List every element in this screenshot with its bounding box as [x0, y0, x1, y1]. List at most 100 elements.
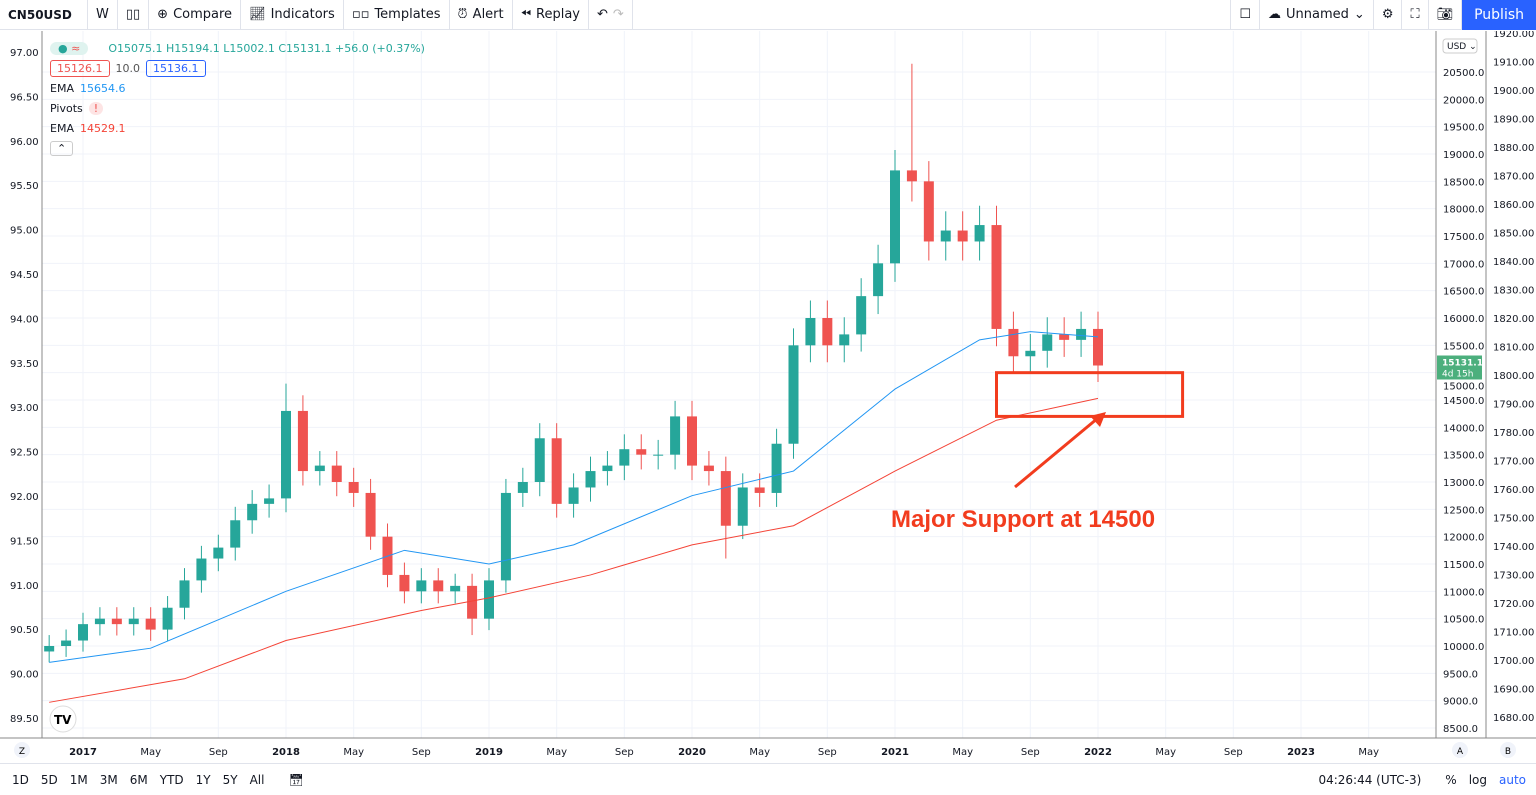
candle	[314, 465, 325, 472]
right-axis-tick: 1710.00	[1493, 628, 1534, 639]
replay-button[interactable]: ⏪︎ Replay	[513, 0, 590, 30]
candle	[771, 443, 782, 493]
buy-button[interactable]: 15136.1	[146, 59, 206, 77]
right-axis-tick: 1790.00	[1493, 400, 1534, 411]
tradingview-logo	[49, 705, 77, 733]
replay-icon: ⏪︎	[520, 7, 532, 22]
candle	[128, 618, 139, 625]
sell-button[interactable]: 15126.1	[50, 59, 110, 77]
x-tick-label: May	[749, 747, 770, 758]
publish-button[interactable]: Publish	[1462, 0, 1536, 30]
collapse-legend-button[interactable]: ⌃	[50, 140, 74, 156]
x-tick-label: Sep	[615, 747, 634, 758]
price-chart[interactable]: 2017 May Sep 2018 May Sep 2019 May Sep 2020 May Sep…	[0, 31, 1536, 763]
candle	[230, 520, 241, 548]
price-tick-label: 11500.0	[1443, 560, 1484, 571]
replay-label: Replay	[536, 7, 581, 22]
undo-icon[interactable]: ↶	[597, 7, 608, 22]
candle	[78, 624, 88, 641]
range-3m[interactable]: 3M	[99, 772, 118, 787]
axis-button	[1452, 742, 1468, 758]
log-toggle[interactable]: log	[1468, 772, 1487, 787]
axis-button-z[interactable]: Z	[19, 747, 25, 757]
left-axis-tick: 91.50	[10, 536, 39, 547]
ema-fast-label[interactable]: EMA	[50, 81, 74, 95]
range-1d[interactable]: 1D	[12, 772, 29, 787]
layout-button[interactable]: ☐	[1230, 0, 1261, 30]
support-annotation: Major Support at 14500	[891, 506, 1156, 533]
range-1m[interactable]: 1M	[69, 772, 88, 787]
price-tick-label: 11000.0	[1443, 587, 1484, 598]
candle	[991, 225, 1002, 329]
auto-toggle[interactable]: auto	[1498, 772, 1526, 787]
camera-icon: 📷︎	[1436, 7, 1454, 22]
ema-slow-value: 14529.1	[79, 121, 126, 135]
left-axis-tick: 91.00	[10, 581, 39, 592]
alert-button[interactable]: ⏰︎ Alert	[450, 0, 513, 30]
settings-button[interactable]: ⚙︎	[1374, 0, 1403, 30]
fullscreen-icon: ⛶	[1410, 7, 1420, 22]
ema-fast-value: 15654.6	[79, 81, 126, 95]
candle	[348, 482, 359, 493]
indicators-button[interactable]: 📈︎ Indicators	[241, 0, 344, 30]
top-toolbar: CN50USD W ▯▯ ⊕ Compare 📈︎ Indicators ▫▫ Tem…	[0, 0, 1536, 30]
compare-label: Compare	[173, 7, 233, 22]
chevron-down-icon: ⌄	[1353, 7, 1365, 22]
range-6m[interactable]: 6M	[129, 772, 148, 787]
candle	[365, 492, 376, 537]
axis-button	[1500, 742, 1516, 758]
right-axis-tick: 1870.00	[1493, 172, 1534, 183]
range-all[interactable]: All	[249, 772, 265, 787]
templates-button[interactable]: ▫▫ Templates	[344, 0, 450, 30]
range-1y[interactable]: 1Y	[195, 772, 211, 787]
range-5d[interactable]: 5D	[40, 772, 58, 787]
spread: 10.0	[115, 61, 141, 75]
pivots-label[interactable]: Pivots	[50, 101, 83, 115]
templates-label: Templates	[374, 7, 441, 22]
candle	[247, 503, 258, 521]
currency-label[interactable]: USD ⌄	[1447, 42, 1477, 52]
x-tick-label: Sep	[209, 747, 228, 758]
layout-name-button[interactable]: ☁︎ Unnamed ⌄	[1260, 0, 1374, 30]
price-tick-label: 20500.0	[1443, 68, 1484, 79]
left-axis-tick: 92.50	[10, 448, 39, 459]
right-axis-tick: 1780.00	[1493, 428, 1534, 439]
right-axis-tick: 1900.00	[1493, 86, 1534, 97]
snapshot-button[interactable]: 📷︎	[1429, 0, 1463, 30]
chart-legend: ● ≈ O15075.1 H15194.1 L15002.1 C15131.1 +…	[50, 38, 425, 158]
right-axis-tick: 1920.00	[1493, 31, 1534, 40]
candle	[940, 230, 951, 242]
range-5y[interactable]: 5Y	[222, 772, 238, 787]
fullscreen-button[interactable]: ⛶	[1402, 0, 1429, 30]
redo-icon[interactable]: ↷	[612, 7, 624, 22]
ema-slow-label[interactable]: EMA	[50, 121, 74, 135]
right-axis-tick: 1860.00	[1493, 200, 1534, 211]
chart-type-button[interactable]: ▯▯	[118, 0, 150, 30]
x-tick-label: Sep	[412, 747, 431, 758]
candle	[500, 492, 511, 581]
price-tick-label: 15500.0	[1443, 341, 1484, 352]
candle	[196, 558, 207, 581]
interval-button[interactable]: W	[88, 0, 118, 30]
goto-date-icon[interactable]: 📅︎	[288, 772, 304, 787]
left-axis-tick: 97.00	[10, 48, 39, 59]
candle	[331, 465, 342, 482]
arrow-line	[1014, 416, 1099, 489]
percent-toggle[interactable]: %	[1445, 772, 1457, 787]
price-tick-label: 17000.0	[1443, 259, 1484, 270]
layout-name: Unnamed	[1286, 7, 1349, 22]
price-tick-label: 17500.0	[1443, 232, 1484, 243]
x-tick-label: May	[343, 747, 364, 758]
gear-icon: ⚙︎	[1381, 7, 1394, 22]
range-ytd[interactable]: YTD	[159, 772, 184, 787]
compare-button[interactable]: ⊕ Compare	[149, 0, 242, 30]
axis-button-a[interactable]: A	[1457, 747, 1464, 757]
right-axis-tick: 1840.00	[1493, 257, 1534, 268]
right-axis-tick: 1760.00	[1493, 485, 1534, 496]
right-axis-tick: 1880.00	[1493, 143, 1534, 154]
candle	[213, 547, 224, 559]
axis-button-b[interactable]: B	[1505, 747, 1511, 757]
symbol-search[interactable]: CN50USD	[0, 0, 88, 30]
ohlc-values: O15075.1 H15194.1 L15002.1 C15131.1 +56.…	[108, 41, 425, 55]
candle	[873, 263, 884, 297]
